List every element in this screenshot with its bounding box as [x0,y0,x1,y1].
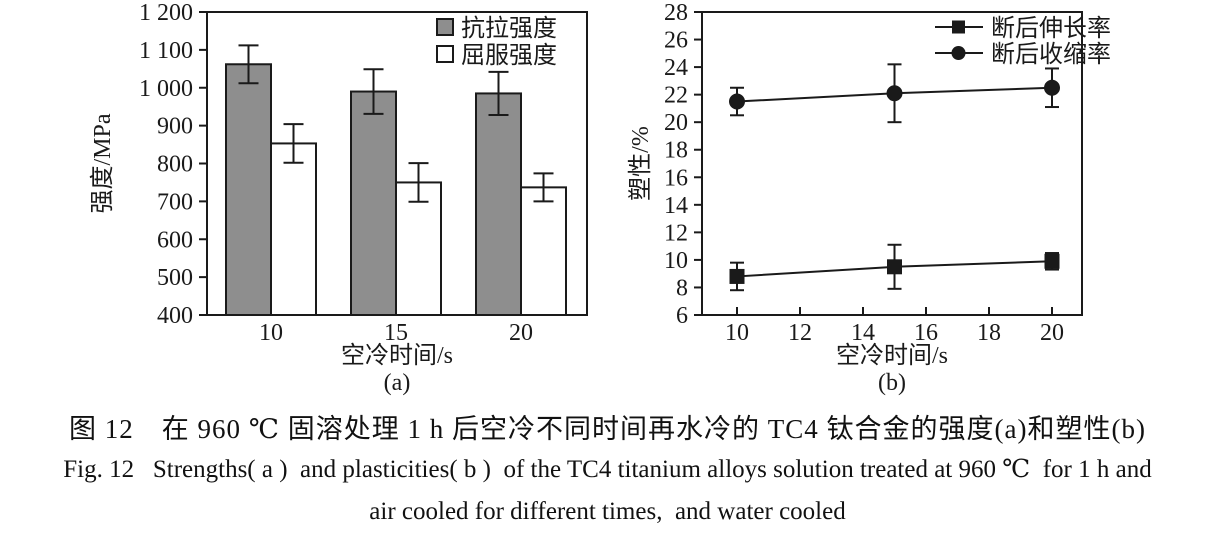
bar-tensile-10 [225,63,272,316]
y-tick-label: 600 [157,227,193,253]
bar-tensile-20 [475,92,522,317]
strength-y-axis-title: 强度/MPa [89,113,116,213]
bar-yield-10 [270,142,317,316]
bar-tensile-15 [350,90,397,316]
legend-circle-marker-icon [951,46,966,60]
figure-charts-row: 400 500 600 700 800 900 1 000 1 100 1 200 10 15 20 强… [89,0,1111,396]
x-tick-label: 20 [1040,320,1064,346]
y-tick-label: 12 [664,220,688,246]
circle-marker-icon [1044,79,1060,96]
caption-chinese: 图 12 在 960 ℃ 固溶处理 1 h 后空冷不同时间再水冷的 TC4 钛合… [69,414,1146,444]
x-tick-label: 16 [914,320,938,346]
square-marker-icon [729,268,745,284]
y-tick-label: 28 [664,0,688,26]
y-tick-label: 500 [157,265,193,291]
strength-axis-labels: 400 500 600 700 800 900 1 000 1 100 1 200 10 15 20 强… [89,0,533,396]
x-tick-label: 12 [788,320,812,346]
y-tick-label: 22 [664,83,688,109]
x-tick-label: 15 [384,320,408,346]
legend-swatch-0-icon [436,18,454,36]
y-tick-label: 900 [157,114,193,140]
y-tick-label: 8 [676,275,688,301]
y-tick-label: 10 [664,248,688,274]
bar-yield-20 [520,186,567,316]
circle-marker-icon [886,85,903,102]
y-tick-label: 20 [664,110,688,136]
square-marker-icon [1044,253,1060,269]
x-tick-label: 10 [725,320,749,346]
legend-square-marker-icon [952,20,965,34]
x-tick-label: 20 [509,320,533,346]
caption-english-line2: air cooled for different times, and wate… [369,498,846,525]
plasticity-panel-label: (b) [878,370,906,396]
y-tick-label: 16 [664,165,688,191]
plasticity-axes [694,11,1083,316]
y-tick-label: 800 [157,152,193,178]
bar-yield-15 [395,181,442,316]
y-tick-label: 1 000 [139,76,193,102]
series-reduction [729,63,1060,124]
strength-panel-label: (a) [384,370,411,396]
series-elongation [729,243,1060,292]
error-bars [238,44,554,203]
circle-marker-icon [729,93,745,110]
y-tick-label: 400 [157,303,193,329]
square-marker-icon [887,259,902,275]
x-tick-label: 14 [851,320,875,346]
legend-label: 屈服强度 [461,42,557,69]
y-tick-label: 24 [664,55,688,81]
y-tick-label: 26 [664,28,688,54]
legend-label: 抗拉强度 [461,15,557,42]
legend-label: 断后收缩率 [991,41,1111,68]
y-tick-label: 6 [676,303,688,329]
y-tick-label: 1 100 [139,38,193,64]
strength-bar-chart: 400 500 600 700 800 900 1 000 1 100 1 200 10 15 20 强… [89,0,588,396]
figure-caption: 图 12 在 960 ℃ 固溶处理 1 h 后空冷不同时间再水冷的 TC4 钛合… [0,405,1215,533]
caption-english-line1: Fig. 12 Strengths( a ) and plasticities(… [63,456,1152,483]
y-tick-label: 1 200 [139,0,193,26]
x-tick-label: 18 [977,320,1001,346]
legend-swatch-1-icon [436,45,454,63]
legend-label: 断后伸长率 [991,15,1111,42]
strength-axes [199,11,588,316]
y-tick-label: 700 [157,189,193,215]
plasticity-x-axis-title: 空冷时间/s [836,342,948,369]
y-tick-label: 18 [664,138,688,164]
plasticity-y-axis-title: 塑性/% [627,126,654,201]
x-tick-label: 10 [259,320,283,346]
bars [225,63,567,317]
strength-x-axis-title: 空冷时间/s [341,342,453,369]
y-tick-label: 14 [664,193,688,219]
